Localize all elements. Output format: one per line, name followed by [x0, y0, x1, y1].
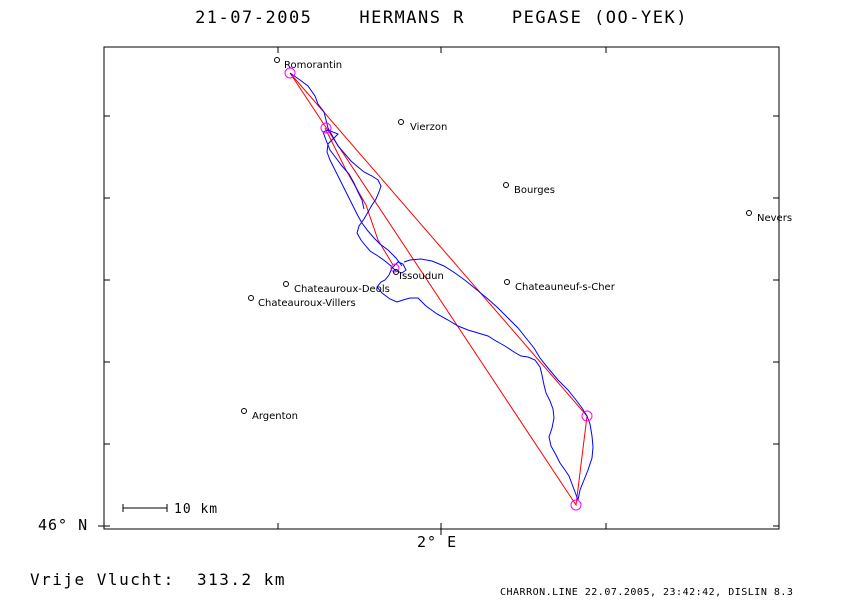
- city-argenton: Argenton: [241, 408, 298, 422]
- city-marker: [393, 269, 399, 275]
- map-frame: [103, 46, 780, 530]
- latitude-label: 46° N: [38, 516, 89, 534]
- city-label: Vierzon: [410, 122, 447, 133]
- distance-text: Vrije Vlucht: 313.2 km: [30, 570, 287, 589]
- turnpoint-marker: [581, 410, 593, 422]
- scale-label: 10 km: [174, 502, 218, 517]
- turnpoints: [284, 67, 593, 511]
- footer-text: CHARRON.LINE 22.07.2005, 23:42:42, DISLI…: [500, 587, 794, 598]
- city-label: Issoudun: [399, 271, 444, 282]
- city-marker: [504, 279, 510, 285]
- city-marker: [746, 210, 752, 216]
- city-label: Argenton: [252, 411, 298, 422]
- city-marker: [248, 295, 254, 301]
- city-label: Chateauneuf-s-Cher: [515, 282, 616, 293]
- city-chateauroux-deols: Chateauroux-Deols: [283, 281, 390, 295]
- city-bourges: Bourges: [503, 182, 555, 196]
- turnpoint-marker: [320, 122, 332, 134]
- turnpoint-marker: [284, 67, 296, 79]
- city-romorantin: Romorantin: [274, 57, 342, 71]
- task-triangle: [289, 72, 588, 507]
- turnpoint-marker: [570, 499, 582, 511]
- longitude-label: 2° E: [417, 533, 458, 551]
- city-chateauneuf-s-cher: Chateauneuf-s-Cher: [504, 279, 616, 293]
- city-label: Chateauroux-Villers: [258, 298, 356, 309]
- flight-track: [289, 72, 594, 501]
- city-marker: [503, 182, 509, 188]
- turnpoint-marker: [390, 263, 400, 273]
- cities: Romorantin Vierzon Bourges Nevers Chatea…: [241, 57, 792, 422]
- city-label: Nevers: [757, 213, 792, 224]
- task-leg: [324, 127, 394, 266]
- city-label: Bourges: [514, 185, 555, 196]
- city-vierzon: Vierzon: [398, 119, 447, 133]
- city-marker: [241, 408, 247, 414]
- city-chateauroux-villers: Chateauroux-Villers: [248, 295, 356, 309]
- axis-ticks: [98, 47, 779, 535]
- city-marker: [283, 281, 289, 287]
- city-marker: [274, 57, 280, 63]
- city-marker: [398, 119, 404, 125]
- city-issoudun: Issoudun: [393, 269, 444, 282]
- city-label: Chateauroux-Deols: [294, 284, 390, 295]
- city-nevers: Nevers: [746, 210, 792, 224]
- city-label: Romorantin: [284, 60, 342, 71]
- scale-bar: 10 km: [122, 502, 218, 517]
- map-title: 21-07-2005 HERMANS R PEGASE (OO-YEK): [195, 8, 688, 28]
